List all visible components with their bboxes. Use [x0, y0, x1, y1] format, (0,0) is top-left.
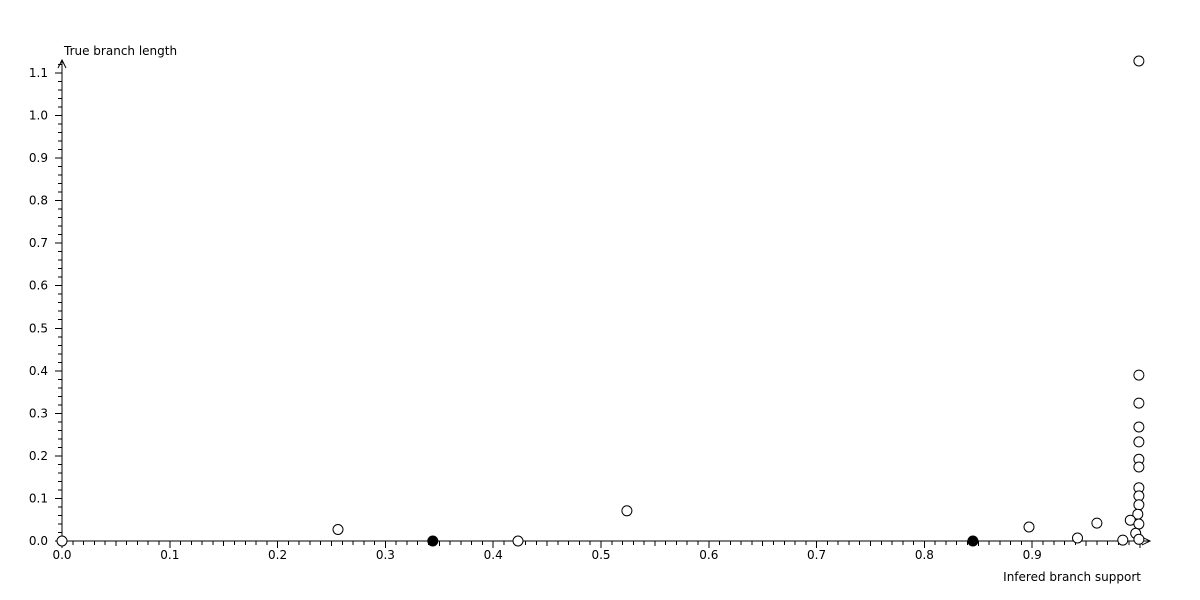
- y-axis-title: True branch length: [63, 44, 177, 58]
- data-point-open: [1133, 436, 1145, 448]
- data-point-open: [56, 535, 68, 547]
- data-point-filled: [967, 535, 979, 547]
- data-point-open: [1091, 517, 1103, 529]
- y-tick-label: 1.0: [29, 109, 48, 123]
- axis-ticks: [55, 63, 1141, 548]
- x-axis-title: Infered branch support: [1003, 570, 1141, 584]
- data-point-open: [1133, 397, 1145, 409]
- axis-lines: [57, 58, 1152, 546]
- x-tick-label: 0.7: [807, 548, 826, 562]
- data-point-open: [1133, 518, 1145, 530]
- y-tick-label: 0.3: [29, 406, 48, 420]
- y-tick-label: 0.9: [29, 151, 48, 165]
- x-tick-label: 0.4: [484, 548, 503, 562]
- y-tick-label: 0.0: [29, 534, 48, 548]
- y-tick-label: 0.5: [29, 321, 48, 335]
- data-points: [56, 55, 1145, 547]
- y-axis-arrow-icon: [57, 58, 67, 69]
- data-point-open: [1133, 461, 1145, 473]
- data-point-filled: [427, 535, 439, 547]
- x-tick-label: 0.3: [376, 548, 395, 562]
- x-tick-label: 0.6: [699, 548, 718, 562]
- y-tick-label: 0.7: [29, 236, 48, 250]
- data-point-open: [1133, 499, 1145, 511]
- data-point-open: [1133, 533, 1145, 545]
- x-axis-arrow-icon: [1141, 536, 1152, 546]
- x-tick-label: 0.9: [1023, 548, 1042, 562]
- data-point-open: [1117, 534, 1129, 546]
- y-tick-label: 1.1: [29, 66, 48, 80]
- y-tick-label: 0.6: [29, 279, 48, 293]
- x-tick-label: 0.1: [160, 548, 179, 562]
- y-tick-label: 0.2: [29, 449, 48, 463]
- data-point-open: [332, 524, 344, 535]
- x-tick-label: 0.8: [915, 548, 934, 562]
- data-point-open: [1023, 521, 1035, 533]
- y-tick-label: 0.4: [29, 364, 48, 378]
- x-tick-label: 0.5: [591, 548, 610, 562]
- data-point-open: [621, 505, 633, 517]
- axis-tick-labels: 0.0 0.1 0.2 0.3 0.4 0.5 0.6 0.7 0.8 0.9 0.0 0.1 0.2 0…: [29, 66, 1042, 562]
- x-tick-label: 0.0: [52, 548, 71, 562]
- y-tick-label: 0.1: [29, 491, 48, 505]
- x-tick-label: 0.2: [268, 548, 287, 562]
- y-tick-label: 0.8: [29, 194, 48, 208]
- data-point-open: [1072, 532, 1083, 544]
- data-point-open: [1133, 421, 1145, 433]
- data-point-open: [512, 535, 524, 547]
- data-point-open: [1133, 369, 1145, 381]
- data-point-open: [1133, 55, 1145, 67]
